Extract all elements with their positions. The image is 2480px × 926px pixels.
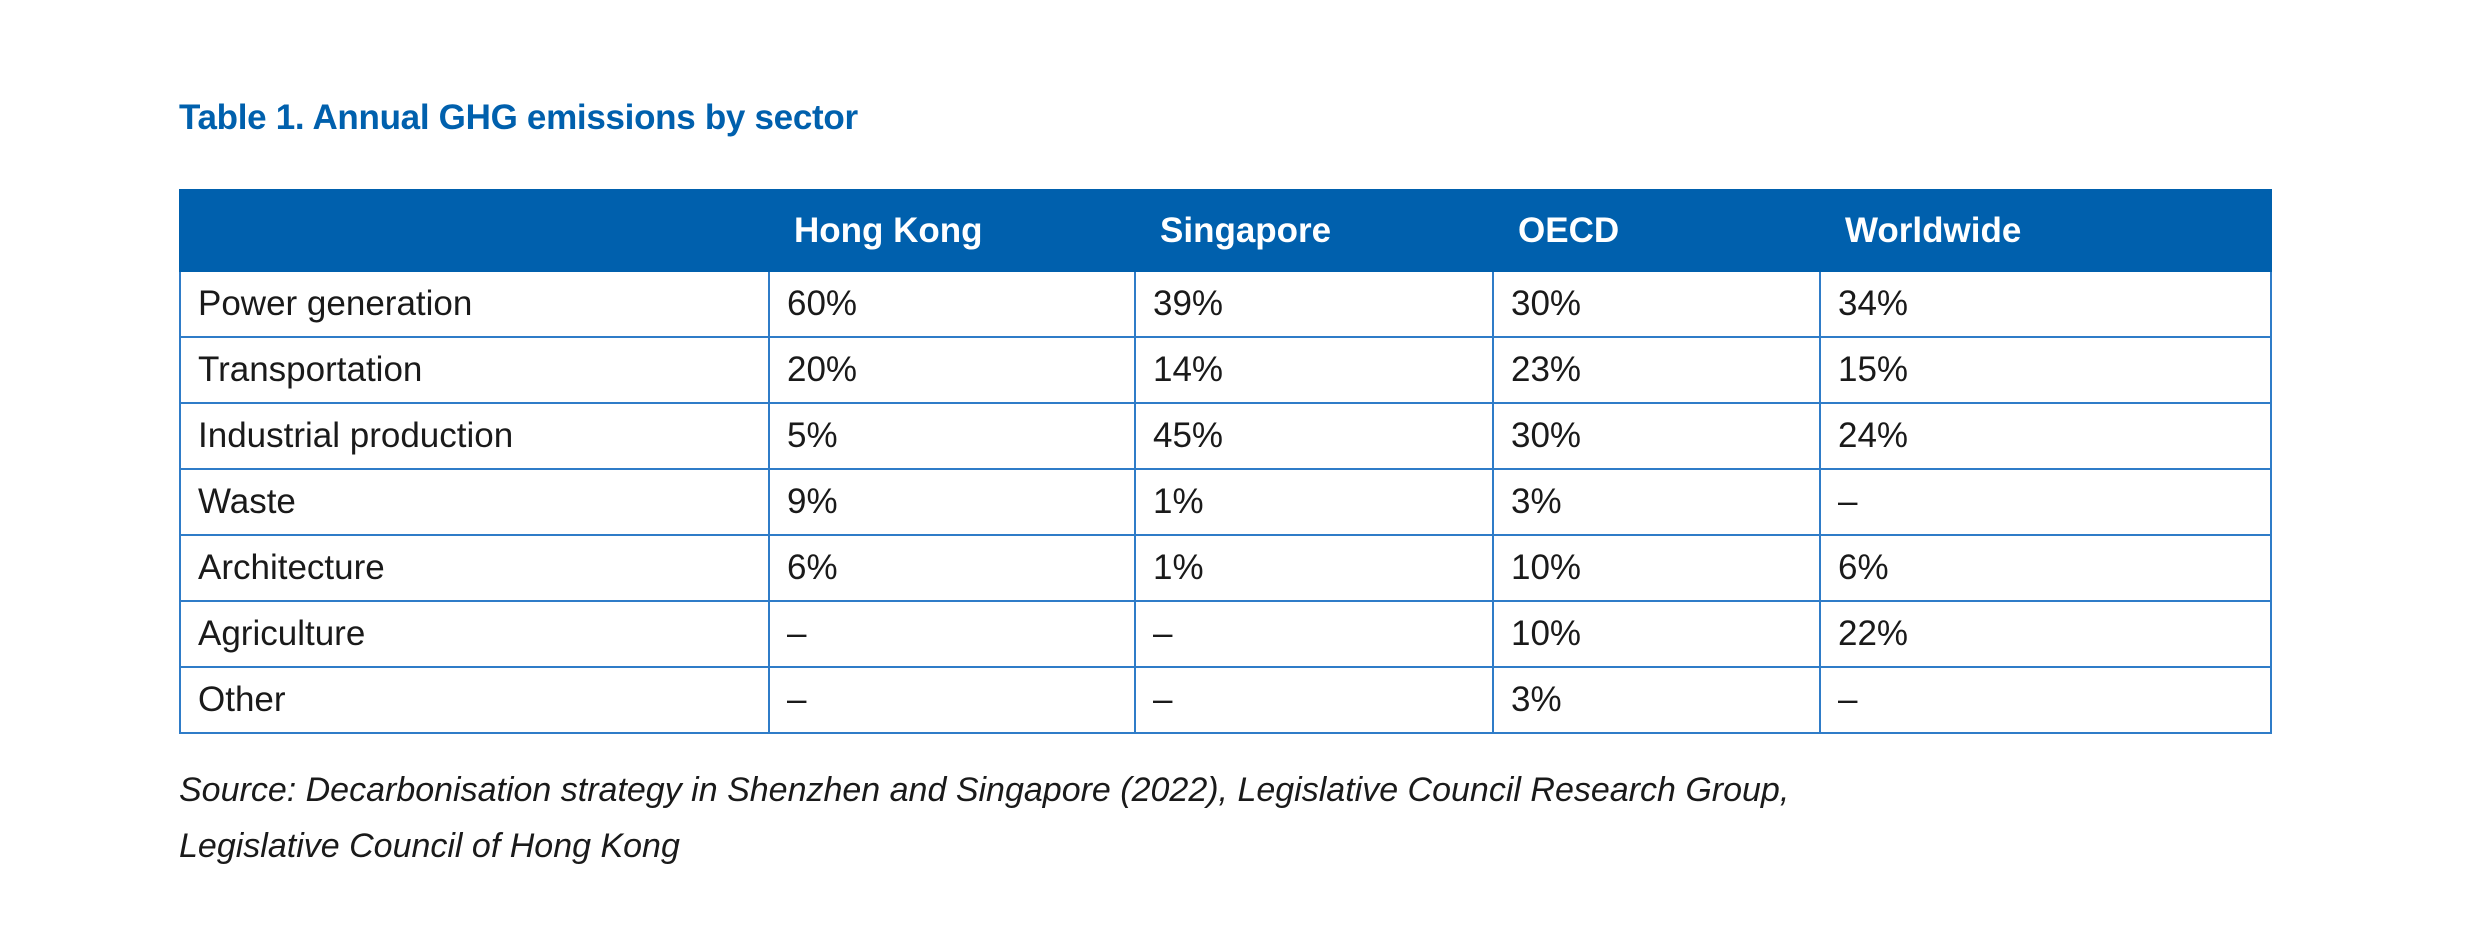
value-cell-oecd: 30%	[1493, 271, 1820, 337]
value-cell-worldwide: 22%	[1820, 601, 2271, 667]
value-cell-worldwide: 24%	[1820, 403, 2271, 469]
value-cell-singapore: 1%	[1135, 535, 1493, 601]
value-cell-hong-kong: –	[769, 601, 1135, 667]
table-body: Power generation 60% 39% 30% 34% Transpo…	[180, 271, 2271, 733]
sector-cell: Agriculture	[180, 601, 769, 667]
header-cell-sector	[180, 190, 769, 271]
value-cell-worldwide: 34%	[1820, 271, 2271, 337]
header-cell-worldwide: Worldwide	[1820, 190, 2271, 271]
sector-cell: Industrial production	[180, 403, 769, 469]
header-cell-oecd: OECD	[1493, 190, 1820, 271]
value-cell-oecd: 23%	[1493, 337, 1820, 403]
sector-cell: Power generation	[180, 271, 769, 337]
table-header: Hong Kong Singapore OECD Worldwide	[180, 190, 2271, 271]
emissions-table: Hong Kong Singapore OECD Worldwide Power…	[179, 189, 2272, 734]
value-cell-hong-kong: 5%	[769, 403, 1135, 469]
source-line-2: Legislative Council of Hong Kong	[179, 818, 1789, 874]
value-cell-oecd: 10%	[1493, 535, 1820, 601]
header-cell-singapore: Singapore	[1135, 190, 1493, 271]
value-cell-hong-kong: –	[769, 667, 1135, 733]
value-cell-oecd: 3%	[1493, 469, 1820, 535]
value-cell-singapore: –	[1135, 601, 1493, 667]
table-row: Power generation 60% 39% 30% 34%	[180, 271, 2271, 337]
table-row: Other – – 3% –	[180, 667, 2271, 733]
value-cell-singapore: 1%	[1135, 469, 1493, 535]
value-cell-oecd: 3%	[1493, 667, 1820, 733]
source-line-1: Source: Decarbonisation strategy in Shen…	[179, 762, 1789, 818]
value-cell-oecd: 30%	[1493, 403, 1820, 469]
header-row: Hong Kong Singapore OECD Worldwide	[180, 190, 2271, 271]
sector-cell: Other	[180, 667, 769, 733]
sector-cell: Waste	[180, 469, 769, 535]
table-row: Transportation 20% 14% 23% 15%	[180, 337, 2271, 403]
value-cell-singapore: 14%	[1135, 337, 1493, 403]
value-cell-singapore: 39%	[1135, 271, 1493, 337]
sector-cell: Transportation	[180, 337, 769, 403]
value-cell-worldwide: –	[1820, 469, 2271, 535]
value-cell-singapore: –	[1135, 667, 1493, 733]
table-title: Table 1. Annual GHG emissions by sector	[179, 98, 858, 138]
value-cell-worldwide: 6%	[1820, 535, 2271, 601]
sector-cell: Architecture	[180, 535, 769, 601]
value-cell-worldwide: –	[1820, 667, 2271, 733]
value-cell-singapore: 45%	[1135, 403, 1493, 469]
value-cell-hong-kong: 9%	[769, 469, 1135, 535]
source-note: Source: Decarbonisation strategy in Shen…	[179, 762, 1789, 874]
table-row: Agriculture – – 10% 22%	[180, 601, 2271, 667]
table-row: Architecture 6% 1% 10% 6%	[180, 535, 2271, 601]
table-row: Waste 9% 1% 3% –	[180, 469, 2271, 535]
table-row: Industrial production 5% 45% 30% 24%	[180, 403, 2271, 469]
value-cell-hong-kong: 6%	[769, 535, 1135, 601]
header-cell-hong-kong: Hong Kong	[769, 190, 1135, 271]
value-cell-worldwide: 15%	[1820, 337, 2271, 403]
value-cell-hong-kong: 60%	[769, 271, 1135, 337]
value-cell-hong-kong: 20%	[769, 337, 1135, 403]
value-cell-oecd: 10%	[1493, 601, 1820, 667]
